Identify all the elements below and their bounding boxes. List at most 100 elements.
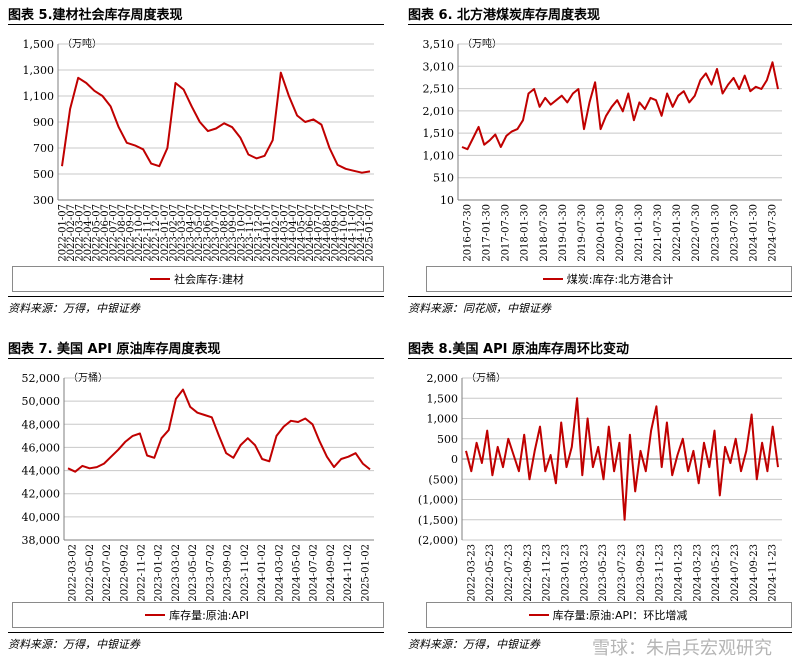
y-tick-label: 10 [440, 194, 454, 207]
watermark: 雪球：朱启兵宏观研究 [592, 638, 772, 659]
x-tick-label: 2022-09-07 [126, 204, 137, 262]
y-tick-label: 510 [433, 172, 454, 185]
series-line [465, 397, 779, 521]
x-tick-label: 2024-11-07 [348, 204, 359, 262]
y-tick-label: 1,010 [423, 149, 455, 162]
x-tick-label: 2023-12-07 [254, 204, 265, 262]
y-tick-label: (1,000) [418, 494, 458, 507]
x-tick-label: 2023-09-23 [636, 544, 647, 602]
x-tick-label: 2023-03-07 [177, 204, 188, 262]
x-tick-label: 2024-03-07 [279, 204, 290, 262]
x-tick-label: 2022-05-23 [485, 544, 496, 602]
y-tick-label: 1,510 [423, 127, 455, 140]
y-tick-label: 2,000 [427, 372, 459, 385]
x-tick-label: 2024-05-23 [711, 544, 722, 602]
chart-plot: （万吨）105101,0101,5102,0102,5103,0103,5102… [423, 37, 782, 262]
legend-frame [12, 266, 384, 292]
x-tick-label: 2023-02-07 [168, 204, 179, 262]
source-rule [8, 296, 384, 297]
x-tick-label: 2022-11-23 [542, 544, 553, 602]
x-tick-label: 2024-01-02 [257, 544, 268, 602]
x-tick-label: 2017-07-30 [501, 204, 512, 262]
x-tick-label: 2024-12-07 [356, 204, 367, 262]
x-tick-label: 2024-07-23 [730, 544, 741, 602]
legend-swatch [542, 278, 563, 280]
x-tick-label: 2019-01-30 [558, 204, 569, 262]
x-tick-label: 2023-07-07 [211, 204, 222, 262]
y-tick-label: 38,000 [22, 534, 61, 547]
x-tick-label: 2022-03-07 [74, 204, 85, 262]
x-tick-label: 2023-05-07 [194, 204, 205, 262]
y-tick-label: 300 [33, 194, 54, 207]
y-tick-label: (2,000) [418, 534, 458, 547]
legend-label: 煤炭:库存:北方港合计 [566, 273, 674, 286]
x-tick-label: 2023-03-23 [579, 544, 590, 602]
x-tick-label: 2025-01-02 [360, 544, 371, 602]
x-tick-label: 2019-07-30 [577, 204, 588, 262]
x-tick-label: 2024-06-07 [305, 204, 316, 262]
chart-panel-2: 图表 6. 北方港煤炭库存周度表现 （万吨） 10 510 1,010 1,510 2,0… [408, 4, 794, 322]
chart-title: 图表 8.美国 API 原油库存周环比变动 [408, 342, 629, 357]
chart-title: 图表 7. 美国 API 原油库存周度表现 [8, 342, 221, 357]
x-tick-label: 2023-07-02 [205, 544, 216, 602]
source-note: 资料来源：万得，中银证券 [408, 638, 540, 651]
x-tick-label: 2024-01-30 [748, 204, 759, 262]
x-tick-label: 2023-11-23 [655, 544, 666, 602]
x-tick-label: 2022-01-07 [57, 204, 68, 262]
x-tick-label: 2017-01-30 [482, 204, 493, 262]
y-tick-label: 2,510 [423, 83, 455, 96]
legend-frame [426, 602, 792, 628]
x-tick-label: 2024-09-02 [326, 544, 337, 602]
legend-swatch [150, 278, 171, 280]
legend-swatch [528, 614, 549, 616]
chart-panel-4: 图表 8.美国 API 原油库存周环比变动 （万桶） (2,000) (1,500)… [408, 338, 794, 662]
y-tick-label: 1,100 [23, 90, 55, 103]
y-tick-label: 1,000 [427, 413, 459, 426]
x-tick-label: 2021-07-30 [653, 204, 664, 262]
source-rule [408, 632, 792, 633]
x-tick-label: 2023-07-23 [617, 544, 628, 602]
x-tick-label: 2024-04-07 [288, 204, 299, 262]
legend-frame [12, 602, 384, 628]
y-tick-label: 1,500 [427, 392, 459, 405]
x-tick-label: 2022-09-23 [523, 544, 534, 602]
title-rule [8, 358, 384, 359]
x-tick-label: 2023-09-07 [228, 204, 239, 262]
legend-label: 库存量:原油:API：环比增减 [552, 609, 688, 622]
x-tick-label: 2024-10-07 [339, 204, 350, 262]
y-tick-label: 40,000 [22, 511, 61, 524]
x-tick-label: 2023-09-02 [223, 544, 234, 602]
legend: 库存量:原油:API [12, 602, 382, 628]
y-tick-label: (1,500) [418, 514, 458, 527]
x-tick-label: 2022-04-07 [83, 204, 94, 262]
series-line [461, 61, 779, 151]
x-tick-label: 2023-08-07 [220, 204, 231, 262]
series-line [67, 388, 371, 473]
x-tick-label: 2024-01-23 [673, 544, 684, 602]
x-tick-label: 2023-01-30 [710, 204, 721, 262]
x-tick-label: 2024-01-07 [262, 204, 273, 262]
x-tick-label: 2018-07-30 [539, 204, 550, 262]
y-tick-label: 3,010 [423, 60, 455, 73]
y-tick-label: 2,010 [423, 105, 455, 118]
y-tick-label: 0 [451, 453, 458, 466]
x-tick-label: 2024-08-07 [322, 204, 333, 262]
legend-label: 库存量:原油:API [169, 609, 249, 622]
x-tick-label: 2023-06-07 [202, 204, 213, 262]
y-tick-label: (500) [428, 473, 458, 486]
source-rule [8, 632, 384, 633]
x-tick-label: 2022-02-07 [66, 204, 77, 262]
y-tick-label: 50,000 [22, 395, 61, 408]
y-tick-label: 700 [33, 142, 54, 155]
title-rule [8, 24, 384, 25]
source-note: 资料来源：同花顺，中银证券 [408, 302, 551, 315]
legend-frame [426, 266, 792, 292]
x-tick-label: 2024-05-07 [296, 204, 307, 262]
legend: 库存量:原油:API：环比增减 [426, 602, 790, 628]
x-tick-label: 2022-07-30 [691, 204, 702, 262]
x-tick-label: 2024-11-23 [768, 544, 779, 602]
x-tick-label: 2023-11-02 [240, 544, 251, 602]
chart-plot: （万吨）3005007009001,1001,3001,5002022-01-0… [23, 37, 376, 262]
x-tick-label: 2022-03-02 [68, 544, 79, 602]
source-note: 资料来源：万得，中银证券 [8, 302, 140, 315]
